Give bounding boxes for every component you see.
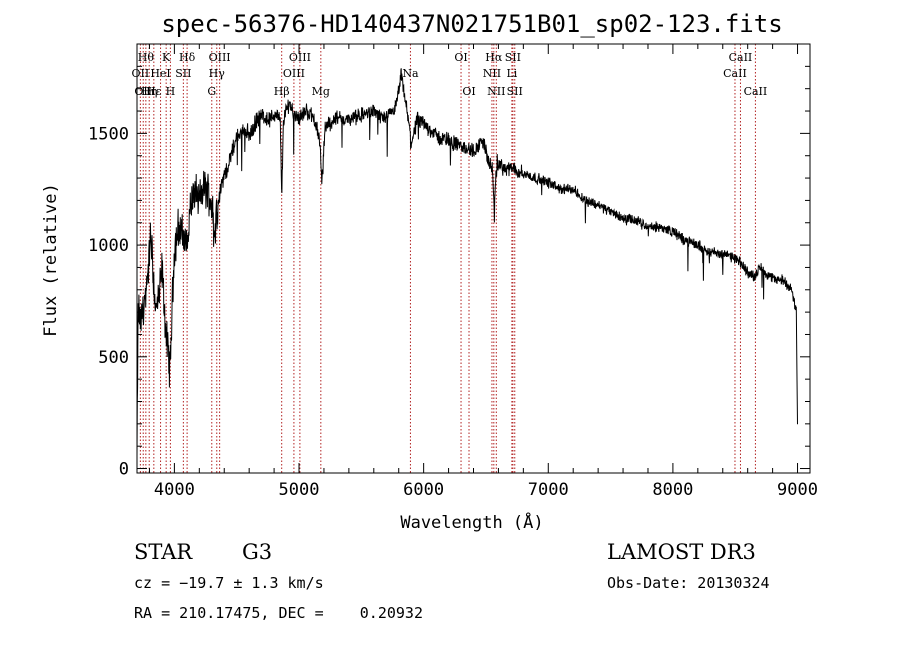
line-label: OIII [289,51,311,64]
y-tick-label: 1000 [88,236,129,256]
x-tick-label: 5000 [279,480,320,500]
line-label: Hη [141,85,157,98]
line-label: SII [175,67,191,80]
line-label: OIII [283,67,305,80]
y-tick-label: 0 [119,460,129,480]
line-label: Hε [146,85,162,98]
line-label: OIII [209,51,231,64]
chart-title: spec-56376-HD140437N021751B01_sp02-123.f… [161,10,782,38]
line-label: OII [134,85,152,98]
line-label: Na [402,67,419,80]
line-label: CaII [723,67,747,80]
line-label: OI [462,85,475,98]
line-label: OII [132,67,150,80]
line-label: OI [454,51,467,64]
line-label: Mg [312,85,330,98]
obs-date: Obs-Date: 20130324 [607,574,770,592]
line-label: CaII [744,85,768,98]
line-label: CaII [729,51,753,64]
x-tick-label: 6000 [403,480,444,500]
line-label: Hβ [274,85,290,98]
object-subclass: G3 [242,540,273,564]
line-label: NII [483,67,501,80]
line-label: G [207,85,216,98]
survey-name: LAMOST DR3 [607,540,756,564]
y-axis-label: Flux (relative) [41,183,61,337]
line-label: NII [487,85,505,98]
spectrum-line [136,68,798,456]
plot-axes: 4000 5000 6000 7000 8000 9000 0 500 1000 1500 [88,43,818,500]
line-label: Hθ [138,51,155,64]
line-markers [139,44,756,473]
spectrum-series [136,68,798,456]
line-label: Hδ [179,51,196,64]
line-label: SII [507,85,523,98]
y-tick-label: 1500 [88,124,129,144]
coordinates: RA = 210.17475, DEC = 0.20932 [134,604,423,622]
line-label: SII [505,51,521,64]
line-label: Hα [485,51,503,64]
redshift-readout: cz = −19.7 ± 1.3 km/s [134,574,324,592]
y-tick-label: 500 [98,348,129,368]
x-tick-label: 9000 [777,480,818,500]
object-class: STAR [134,540,193,564]
x-axis-label: Wavelength (Å) [400,511,543,533]
x-tick-label: 4000 [154,480,195,500]
x-tick-label: 7000 [528,480,569,500]
x-tick-label: 8000 [652,480,693,500]
line-label: HeI [150,67,170,80]
line-label: K [162,51,171,64]
line-label: Hγ [209,67,226,80]
line-label: Li [506,67,517,80]
line-label: H [166,85,176,98]
